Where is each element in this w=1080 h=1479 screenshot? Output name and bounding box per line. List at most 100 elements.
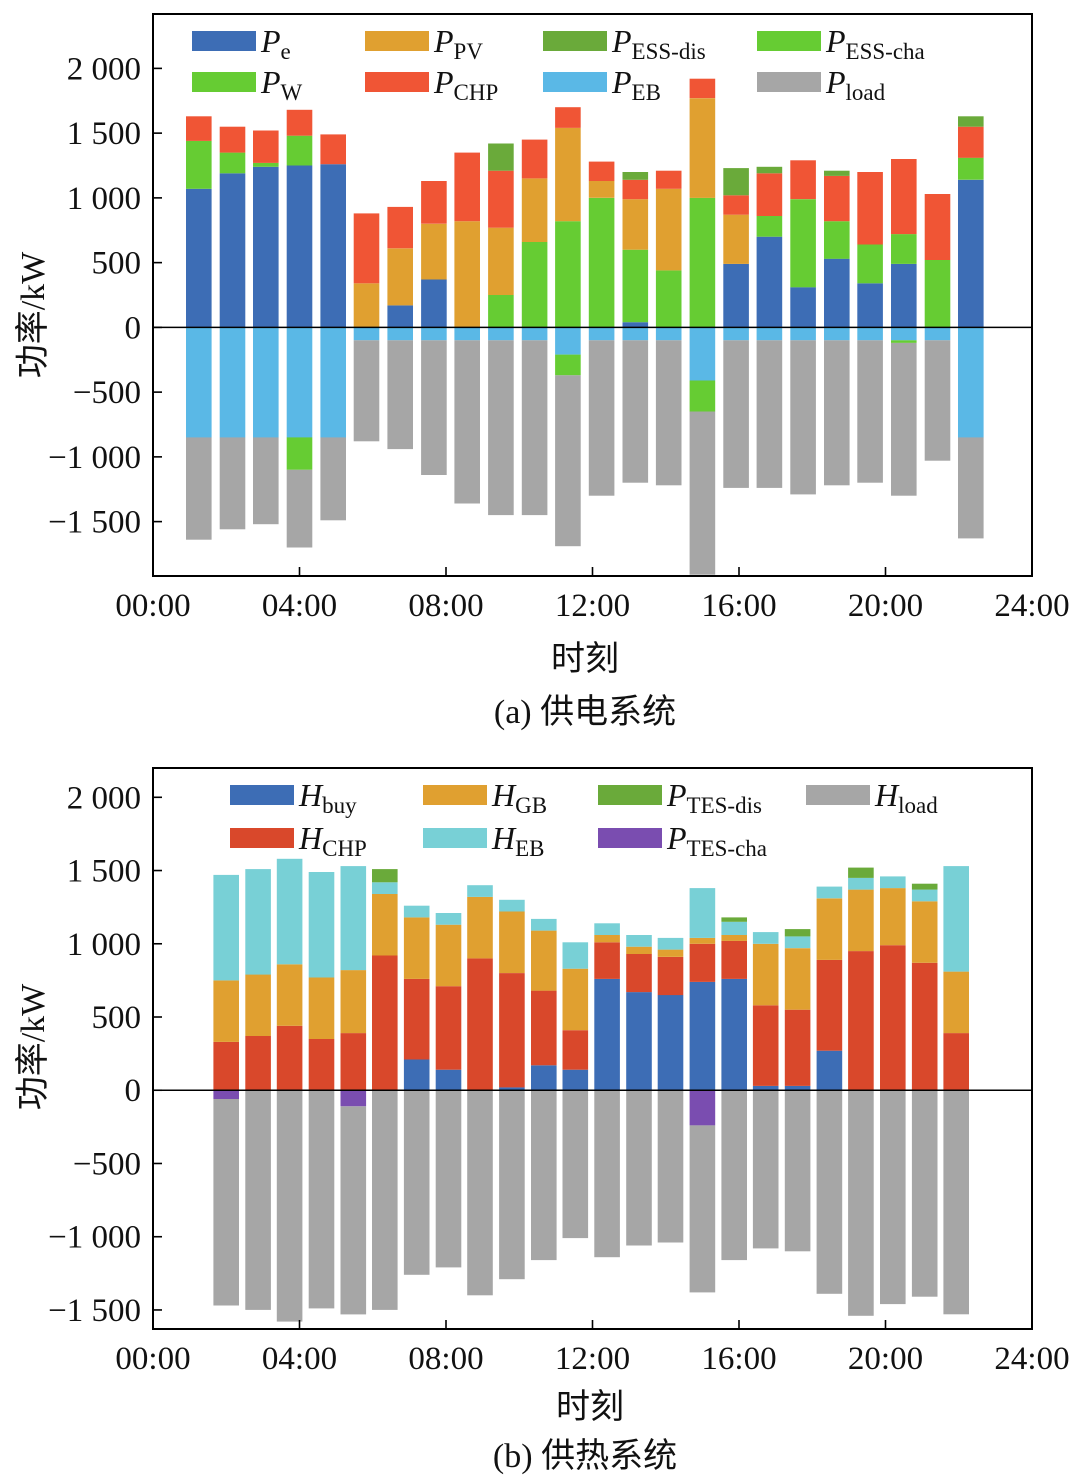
bar-PW-0: [186, 140, 212, 189]
chart-a: 00:00 04:00 08:00 12:00 16:00 20:00 24:00 2 000…: [14, 13, 1070, 731]
bar-PCHP-14: [655, 170, 682, 189]
bar-HGB-7: [435, 924, 462, 987]
bar-PEB-0: [186, 327, 212, 438]
legend-label-HEB: HEB: [491, 820, 545, 861]
bar-PTEScha-15: [689, 1090, 716, 1126]
bar-PEB-8: [454, 327, 480, 341]
x-tick-label: 12:00: [555, 1341, 630, 1377]
legend-swatch-HEB: [423, 828, 487, 848]
bar-PESSdis-23: [958, 116, 984, 127]
bar-HGB-4: [340, 970, 367, 1034]
bar-Pload-3: [286, 469, 313, 548]
bar-HGB-5: [372, 894, 398, 956]
bar-Pe-2: [253, 166, 279, 328]
bar-PW-2: [253, 162, 279, 167]
legend-swatch-Hload: [806, 785, 870, 805]
bar-PTESdis-18: [784, 929, 811, 937]
bar-HGB-23: [943, 971, 969, 1034]
bar-PCHP-10: [521, 139, 548, 179]
bar-Pe-17: [756, 236, 783, 328]
bar-HCHP-15: [689, 943, 716, 982]
bar-Pe-4: [320, 164, 346, 328]
bar-Hbuy-16: [721, 978, 747, 1091]
chart-b-x-axis-title: 时刻: [556, 1388, 624, 1426]
bar-Hload-14: [657, 1090, 684, 1243]
bar-PCHP-11: [555, 107, 581, 128]
bar-HCHP-16: [721, 940, 747, 979]
bar-HCHP-10: [531, 990, 557, 1066]
bar-Hload-21: [880, 1090, 906, 1305]
x-tick-label: 00:00: [115, 588, 190, 624]
x-tick-label: 04:00: [262, 1341, 337, 1377]
bar-PEB-7: [421, 327, 447, 341]
chart-b: 00:00 04:00 08:00 12:00 16:00 20:00 24:00 2 000…: [14, 767, 1070, 1475]
bar-PPV-12: [588, 181, 615, 198]
bar-Pload-9: [488, 340, 514, 516]
legend-label-PESSdis: PESS-dis: [611, 23, 706, 64]
bar-PEB-20: [857, 327, 883, 341]
bar-Hbuy-14: [657, 995, 684, 1091]
bar-Hbuy-15: [689, 981, 716, 1091]
bar-Pe-0: [186, 188, 212, 328]
bar-PESSdis-16: [723, 168, 749, 196]
bar-Pe-13: [622, 322, 649, 328]
bar-Pe-20: [857, 283, 883, 328]
bar-HGB-21: [880, 888, 906, 946]
y-tick-label: 2 000: [67, 51, 141, 87]
legend-swatch-PESScha: [757, 31, 821, 51]
bar-PEB-23: [958, 327, 984, 438]
y-tick-label: 2 000: [67, 780, 141, 816]
bar-Pload-19: [824, 340, 850, 486]
bar-HEB-19: [816, 886, 843, 899]
bar-PW-3: [286, 135, 313, 166]
bar-PPV-13: [622, 199, 649, 250]
chart-a-caption: (a) 供电系统: [494, 693, 676, 731]
bar-PESScha-3: [286, 437, 313, 470]
bar-HGB-6: [403, 917, 430, 979]
bar-Hbuy-10: [531, 1065, 557, 1091]
x-tick-label: 04:00: [262, 588, 337, 624]
chart-a-y-axis-title: 功率/kW: [14, 251, 52, 378]
bar-HEB-22: [911, 889, 938, 902]
legend-swatch-PCHP: [365, 72, 429, 92]
x-tick-label: 20:00: [848, 1341, 923, 1377]
bar-HGB-11: [562, 968, 589, 1031]
bar-Hload-16: [721, 1090, 747, 1261]
bar-HGB-0: [213, 980, 239, 1042]
bar-PCHP-15: [689, 78, 716, 99]
bar-Pload-7: [421, 340, 447, 475]
y-tick-label: 1 500: [67, 116, 141, 152]
bar-PW-19: [824, 221, 850, 259]
x-tick-label: 08:00: [408, 588, 483, 624]
legend-label-Pe: Pe: [260, 23, 291, 64]
bar-PW-15: [689, 197, 716, 328]
bar-HCHP-18: [784, 1009, 811, 1086]
bar-PW-23: [958, 157, 984, 180]
bar-Hload-11: [562, 1090, 589, 1239]
bar-HGB-17: [752, 943, 779, 1006]
bar-Hload-1: [245, 1090, 271, 1310]
bar-PW-9: [488, 295, 514, 328]
legend-swatch-PTESdis: [598, 785, 662, 805]
bar-HCHP-11: [562, 1030, 589, 1070]
bar-HCHP-14: [657, 957, 684, 996]
bar-PW-22: [924, 260, 951, 328]
bar-PEB-19: [824, 327, 850, 341]
bar-PW-14: [655, 270, 682, 328]
bar-HGB-22: [911, 901, 938, 963]
bar-PPV-11: [555, 128, 581, 222]
bar-PEB-16: [723, 327, 749, 341]
bar-PCHP-3: [286, 109, 313, 136]
bar-Pload-1: [219, 437, 246, 530]
bar-PTESdis-22: [911, 883, 938, 890]
bar-PESScha-21: [891, 340, 917, 343]
bar-HCHP-7: [435, 986, 462, 1070]
bar-HGB-15: [689, 937, 716, 944]
bar-HEB-0: [213, 874, 239, 981]
bar-HCHP-8: [467, 958, 493, 1091]
bar-Pload-6: [387, 340, 413, 450]
bar-PTESdis-20: [848, 867, 874, 878]
legend-swatch-Hbuy: [230, 785, 294, 805]
bar-Pload-22: [924, 340, 951, 461]
bar-PPV-8: [454, 221, 480, 328]
